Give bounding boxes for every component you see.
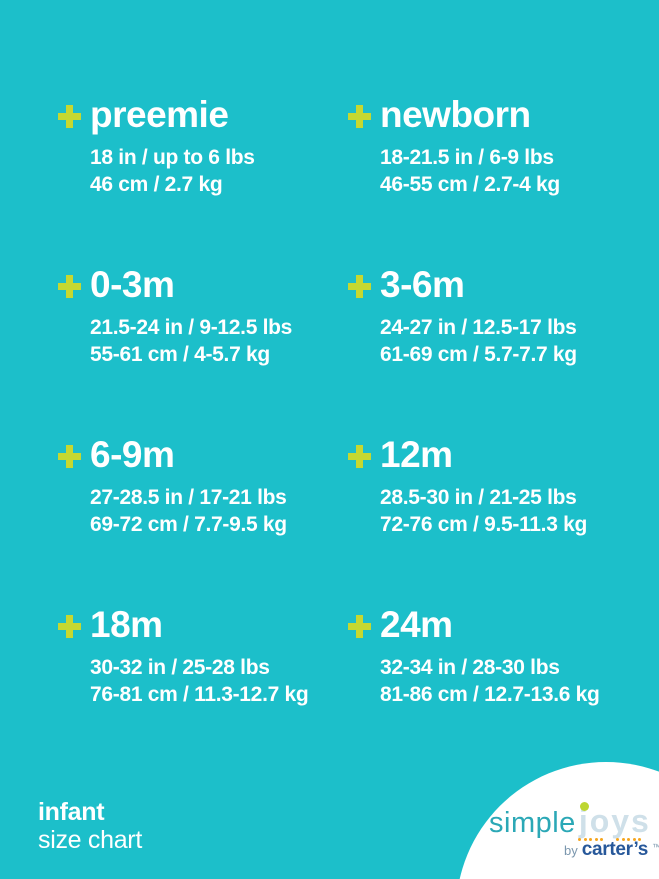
metric-range: 81-86 cm / 12.7-13.6 kg bbox=[380, 683, 600, 706]
chart-title: size chart bbox=[38, 826, 142, 854]
size-cell-preemie: preemie 18 in / up to 6 lbs 46 cm / 2.7 … bbox=[58, 92, 348, 262]
size-grid: preemie 18 in / up to 6 lbs 46 cm / 2.7 … bbox=[58, 92, 640, 772]
size-header: newborn bbox=[348, 92, 640, 138]
size-cell-24m: 24m 32-34 in / 28-30 lbs 81-86 cm / 12.7… bbox=[348, 602, 640, 772]
size-header: 3-6m bbox=[348, 262, 640, 308]
dot-group bbox=[578, 838, 603, 841]
plus-icon bbox=[58, 274, 81, 298]
size-details: 32-34 in / 28-30 lbs 81-86 cm / 12.7-13.… bbox=[380, 654, 640, 708]
imperial-range: 21.5-24 in / 9-12.5 lbs bbox=[90, 316, 293, 339]
by-carters-logo: by carter’s ™ bbox=[564, 839, 659, 861]
imperial-range: 24-27 in / 12.5-17 lbs bbox=[380, 316, 577, 339]
logo-joys-text: joys bbox=[578, 802, 651, 840]
size-cell-0-3m: 0-3m 21.5-24 in / 9-12.5 lbs 55-61 cm / … bbox=[58, 262, 348, 432]
imperial-range: 30-32 in / 25-28 lbs bbox=[90, 656, 270, 679]
logo-brand-text: carter’s bbox=[581, 839, 649, 860]
metric-range: 61-69 cm / 5.7-7.7 kg bbox=[380, 343, 577, 366]
size-name: 24m bbox=[380, 604, 453, 645]
size-name: 12m bbox=[380, 434, 453, 475]
size-header: 12m bbox=[348, 432, 640, 478]
size-name: 0-3m bbox=[90, 264, 175, 305]
imperial-range: 32-34 in / 28-30 lbs bbox=[380, 656, 560, 679]
metric-range: 46-55 cm / 2.7-4 kg bbox=[380, 173, 560, 196]
size-name: 6-9m bbox=[90, 434, 175, 475]
metric-range: 55-61 cm / 4-5.7 kg bbox=[90, 343, 270, 366]
size-header: 0-3m bbox=[58, 262, 348, 308]
plus-icon bbox=[58, 104, 81, 128]
plus-icon bbox=[58, 614, 81, 638]
size-name: preemie bbox=[90, 94, 229, 135]
size-header: 24m bbox=[348, 602, 640, 648]
size-cell-18m: 18m 30-32 in / 25-28 lbs 76-81 cm / 11.3… bbox=[58, 602, 348, 772]
chart-category: infant bbox=[38, 798, 105, 826]
plus-icon bbox=[348, 614, 371, 638]
size-cell-newborn: newborn 18-21.5 in / 6-9 lbs 46-55 cm / … bbox=[348, 92, 640, 262]
imperial-range: 28.5-30 in / 21-25 lbs bbox=[380, 486, 577, 509]
joys-dotted-underline-icon bbox=[578, 838, 641, 841]
imperial-range: 27-28.5 in / 17-21 lbs bbox=[90, 486, 287, 509]
size-cell-3-6m: 3-6m 24-27 in / 12.5-17 lbs 61-69 cm / 5… bbox=[348, 262, 640, 432]
plus-icon bbox=[348, 274, 371, 298]
size-cell-6-9m: 6-9m 27-28.5 in / 17-21 lbs 69-72 cm / 7… bbox=[58, 432, 348, 602]
size-details: 30-32 in / 25-28 lbs 76-81 cm / 11.3-12.… bbox=[90, 654, 348, 708]
size-header: 18m bbox=[58, 602, 348, 648]
size-name: 18m bbox=[90, 604, 163, 645]
plus-icon bbox=[348, 104, 371, 128]
size-name: 3-6m bbox=[380, 264, 465, 305]
logo-by-text: by bbox=[564, 843, 578, 858]
trademark-symbol: ™ bbox=[652, 842, 659, 852]
metric-range: 69-72 cm / 7.7-9.5 kg bbox=[90, 513, 287, 536]
size-name: newborn bbox=[380, 94, 531, 135]
size-header: preemie bbox=[58, 92, 348, 138]
plus-icon bbox=[58, 444, 81, 468]
size-cell-12m: 12m 28.5-30 in / 21-25 lbs 72-76 cm / 9.… bbox=[348, 432, 640, 602]
size-details: 27-28.5 in / 17-21 lbs 69-72 cm / 7.7-9.… bbox=[90, 484, 348, 538]
size-header: 6-9m bbox=[58, 432, 348, 478]
metric-range: 76-81 cm / 11.3-12.7 kg bbox=[90, 683, 309, 706]
dot-group bbox=[616, 838, 641, 841]
metric-range: 72-76 cm / 9.5-11.3 kg bbox=[380, 513, 588, 536]
j-dot-icon bbox=[579, 802, 589, 811]
size-details: 21.5-24 in / 9-12.5 lbs 55-61 cm / 4-5.7… bbox=[90, 314, 348, 368]
logo-joys-word: joys bbox=[578, 803, 651, 839]
size-details: 18 in / up to 6 lbs 46 cm / 2.7 kg bbox=[90, 144, 348, 198]
metric-range: 46 cm / 2.7 kg bbox=[90, 173, 223, 196]
size-details: 18-21.5 in / 6-9 lbs 46-55 cm / 2.7-4 kg bbox=[380, 144, 640, 198]
imperial-range: 18 in / up to 6 lbs bbox=[90, 146, 255, 169]
simple-joys-logo: simple joys bbox=[489, 802, 651, 840]
chart-footer: infant size chart bbox=[38, 799, 142, 855]
plus-icon bbox=[348, 444, 371, 468]
size-details: 28.5-30 in / 21-25 lbs 72-76 cm / 9.5-11… bbox=[380, 484, 640, 538]
logo-simple-text: simple bbox=[489, 807, 576, 839]
imperial-range: 18-21.5 in / 6-9 lbs bbox=[380, 146, 554, 169]
size-details: 24-27 in / 12.5-17 lbs 61-69 cm / 5.7-7.… bbox=[380, 314, 640, 368]
